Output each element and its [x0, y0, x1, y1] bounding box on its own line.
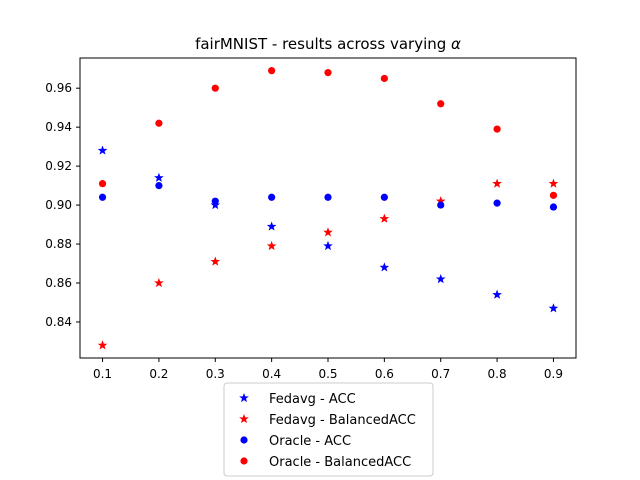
oracle-balancedacc-point [380, 74, 388, 83]
y-tick-label: 0.92 [45, 159, 72, 173]
x-tick-label: 0.6 [375, 367, 394, 381]
fedavg-acc-point [323, 240, 333, 251]
fedavg-acc-point [548, 303, 559, 313]
oracle-balancedacc-point [324, 69, 332, 77]
plot-area [79, 57, 577, 359]
oracle-acc-point [493, 199, 501, 207]
x-tick-label: 0.2 [149, 367, 168, 381]
fedavg-balancedacc-point [548, 178, 559, 188]
x-tick-label: 0.8 [488, 367, 507, 381]
legend-box [223, 382, 434, 477]
fedavg-acc-point [379, 262, 390, 272]
oracle-acc-point [211, 197, 219, 205]
legend: Fedavg - ACC Fedavg - BalancedACC Oracle -… [223, 382, 434, 477]
fedavg-balancedacc-point [492, 178, 502, 188]
oracle-acc-point [268, 193, 276, 201]
oracle-balancedacc-point [437, 100, 445, 108]
y-tick-label: 0.84 [45, 315, 72, 329]
fedavg-acc-point [492, 289, 502, 299]
fedavg-balancedacc-point [323, 227, 333, 237]
legend-label-oracle-balancedacc: Oracle - BalancedACC [269, 455, 411, 470]
fedavg-acc-point [266, 221, 277, 231]
legend-marker-fedavg-balancedacc [239, 413, 249, 424]
y-tick-label: 0.90 [45, 198, 72, 212]
oracle-acc-point [98, 193, 107, 201]
oracle-balancedacc-point [155, 119, 163, 127]
chart-title-text: fairMNIST - results across varying [195, 35, 451, 53]
oracle-acc-point [324, 193, 332, 201]
oracle-acc-point [549, 203, 558, 211]
y-tick-label: 0.86 [45, 276, 72, 290]
y-tick-label: 0.94 [45, 120, 72, 134]
chart-title-symbol: α [451, 35, 461, 53]
fedavg-balancedacc-point [154, 277, 164, 288]
x-tick-label: 0.9 [544, 367, 563, 381]
oracle-acc-point [155, 181, 163, 190]
legend-label-oracle-acc: Oracle - ACC [269, 434, 351, 449]
y-tick-label: 0.88 [45, 237, 72, 251]
legend-marker-oracle-balancedacc [240, 457, 248, 465]
oracle-acc-point [437, 201, 445, 209]
oracle-balancedacc-point [268, 67, 276, 75]
fedavg-acc-point [154, 172, 164, 182]
oracle-balancedacc-point [98, 180, 107, 188]
y-axis: 0.84 0.86 0.88 0.90 0.92 0.94 0.96 [45, 81, 80, 329]
x-axis: 0.1 0.2 0.3 0.4 0.5 0.6 0.7 0.8 0.9 [93, 358, 563, 381]
x-tick-label: 0.3 [206, 367, 225, 381]
fedavg-balancedacc-point [97, 340, 108, 350]
legend-label-fedavg-balancedacc: Fedavg - BalancedACC [269, 413, 416, 428]
y-tick-label: 0.96 [45, 81, 72, 95]
data-points [97, 67, 559, 350]
x-tick-label: 0.5 [318, 367, 337, 381]
oracle-balancedacc-point [493, 125, 501, 133]
legend-marker-fedavg-acc [239, 392, 249, 403]
fedavg-acc-point [97, 145, 108, 155]
fedavg-balancedacc-point [210, 256, 221, 266]
legend-marker-oracle-acc [240, 436, 248, 444]
fedavg-balancedacc-point [379, 213, 390, 223]
x-tick-label: 0.4 [262, 367, 281, 381]
oracle-balancedacc-point [549, 191, 558, 199]
legend-label-fedavg-acc: Fedavg - ACC [269, 392, 356, 407]
fedavg-acc-point [435, 274, 446, 284]
oracle-acc-point [380, 193, 388, 201]
fedavg-balancedacc-point [266, 240, 277, 251]
x-tick-label: 0.1 [93, 367, 112, 381]
x-tick-label: 0.7 [431, 367, 450, 381]
oracle-balancedacc-point [211, 84, 219, 92]
chart-title: fairMNIST - results across varying α [195, 35, 461, 53]
